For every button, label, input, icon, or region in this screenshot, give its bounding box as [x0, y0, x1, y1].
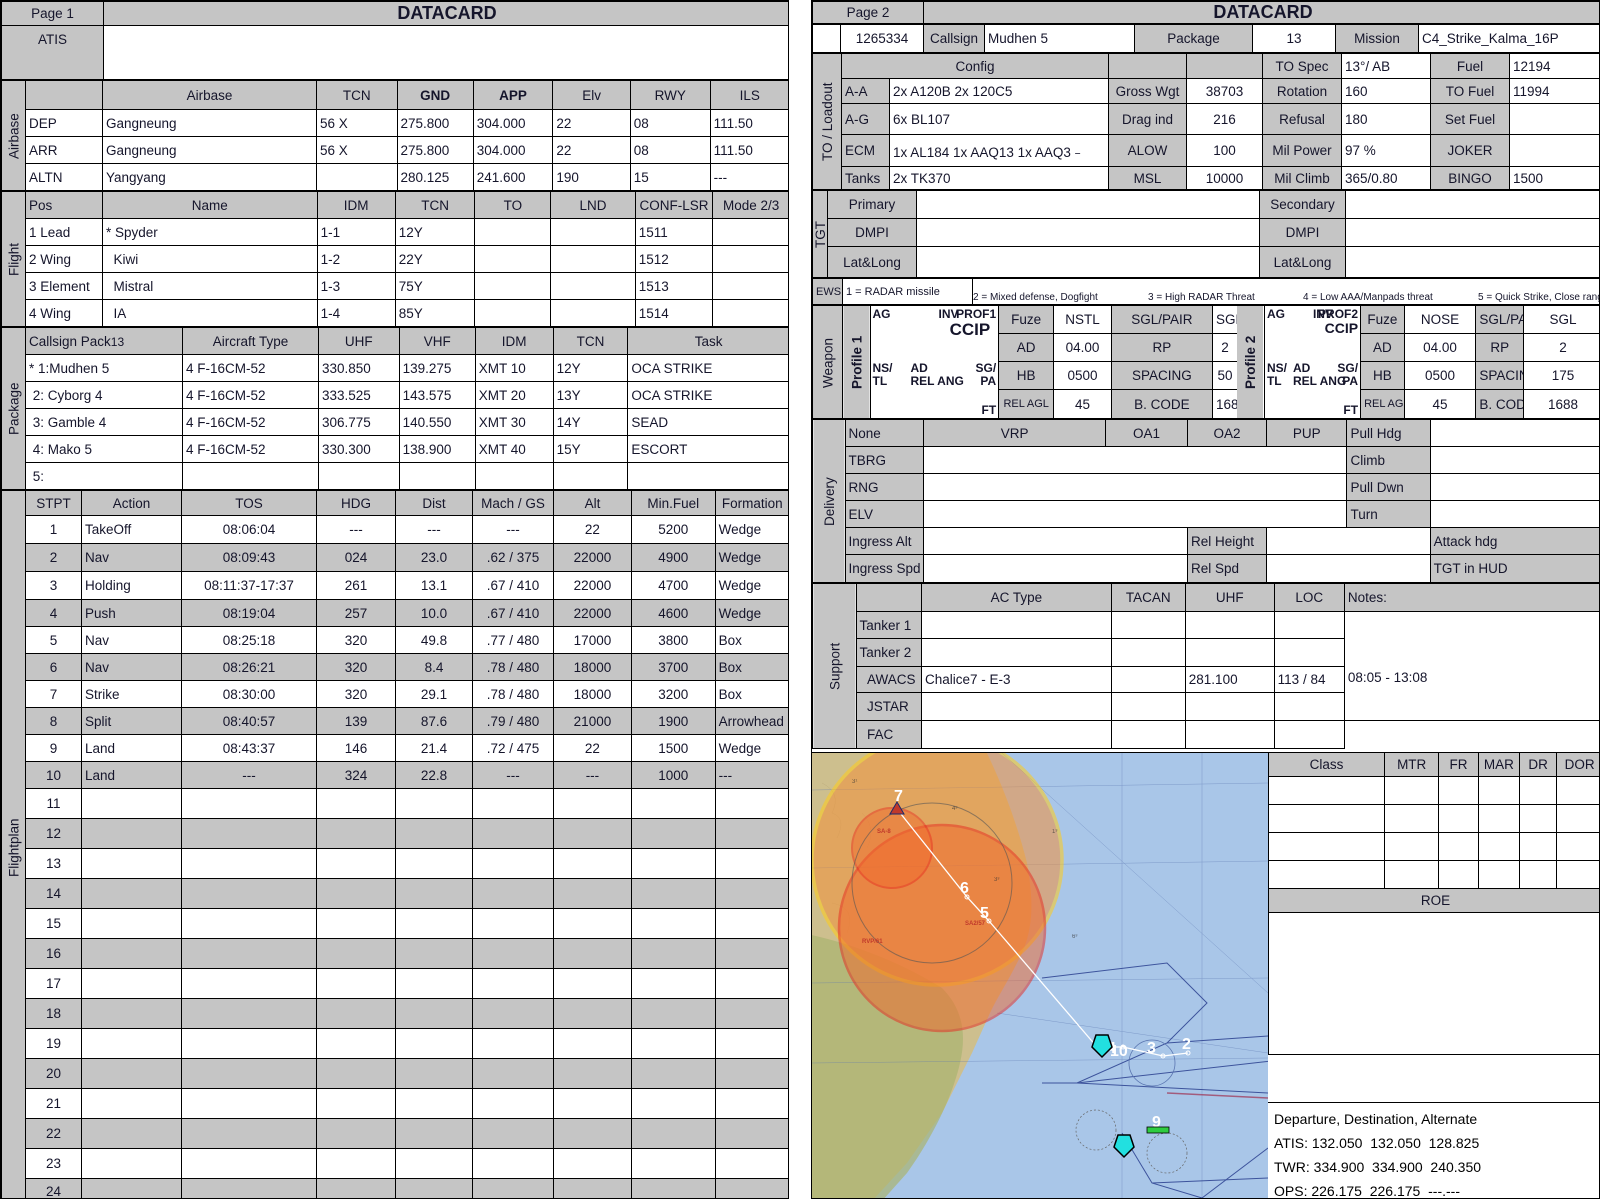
svg-text:3¹: 3¹ — [852, 779, 857, 785]
svg-text:3: 3 — [1147, 1040, 1156, 1057]
svg-text:3³: 3³ — [994, 877, 999, 883]
svg-text:1³: 1³ — [1052, 829, 1057, 835]
svg-text:10: 10 — [1110, 1043, 1128, 1060]
svg-text:SA-8: SA-8 — [877, 829, 891, 835]
svg-text:2: 2 — [1182, 1036, 1191, 1053]
svg-text:6³: 6³ — [1072, 934, 1077, 940]
svg-text:4³: 4³ — [952, 806, 957, 812]
svg-text:6: 6 — [960, 880, 969, 897]
svg-text:RVP/61: RVP/61 — [862, 939, 883, 945]
svg-text:5: 5 — [980, 905, 989, 922]
svg-text:7: 7 — [894, 788, 903, 805]
